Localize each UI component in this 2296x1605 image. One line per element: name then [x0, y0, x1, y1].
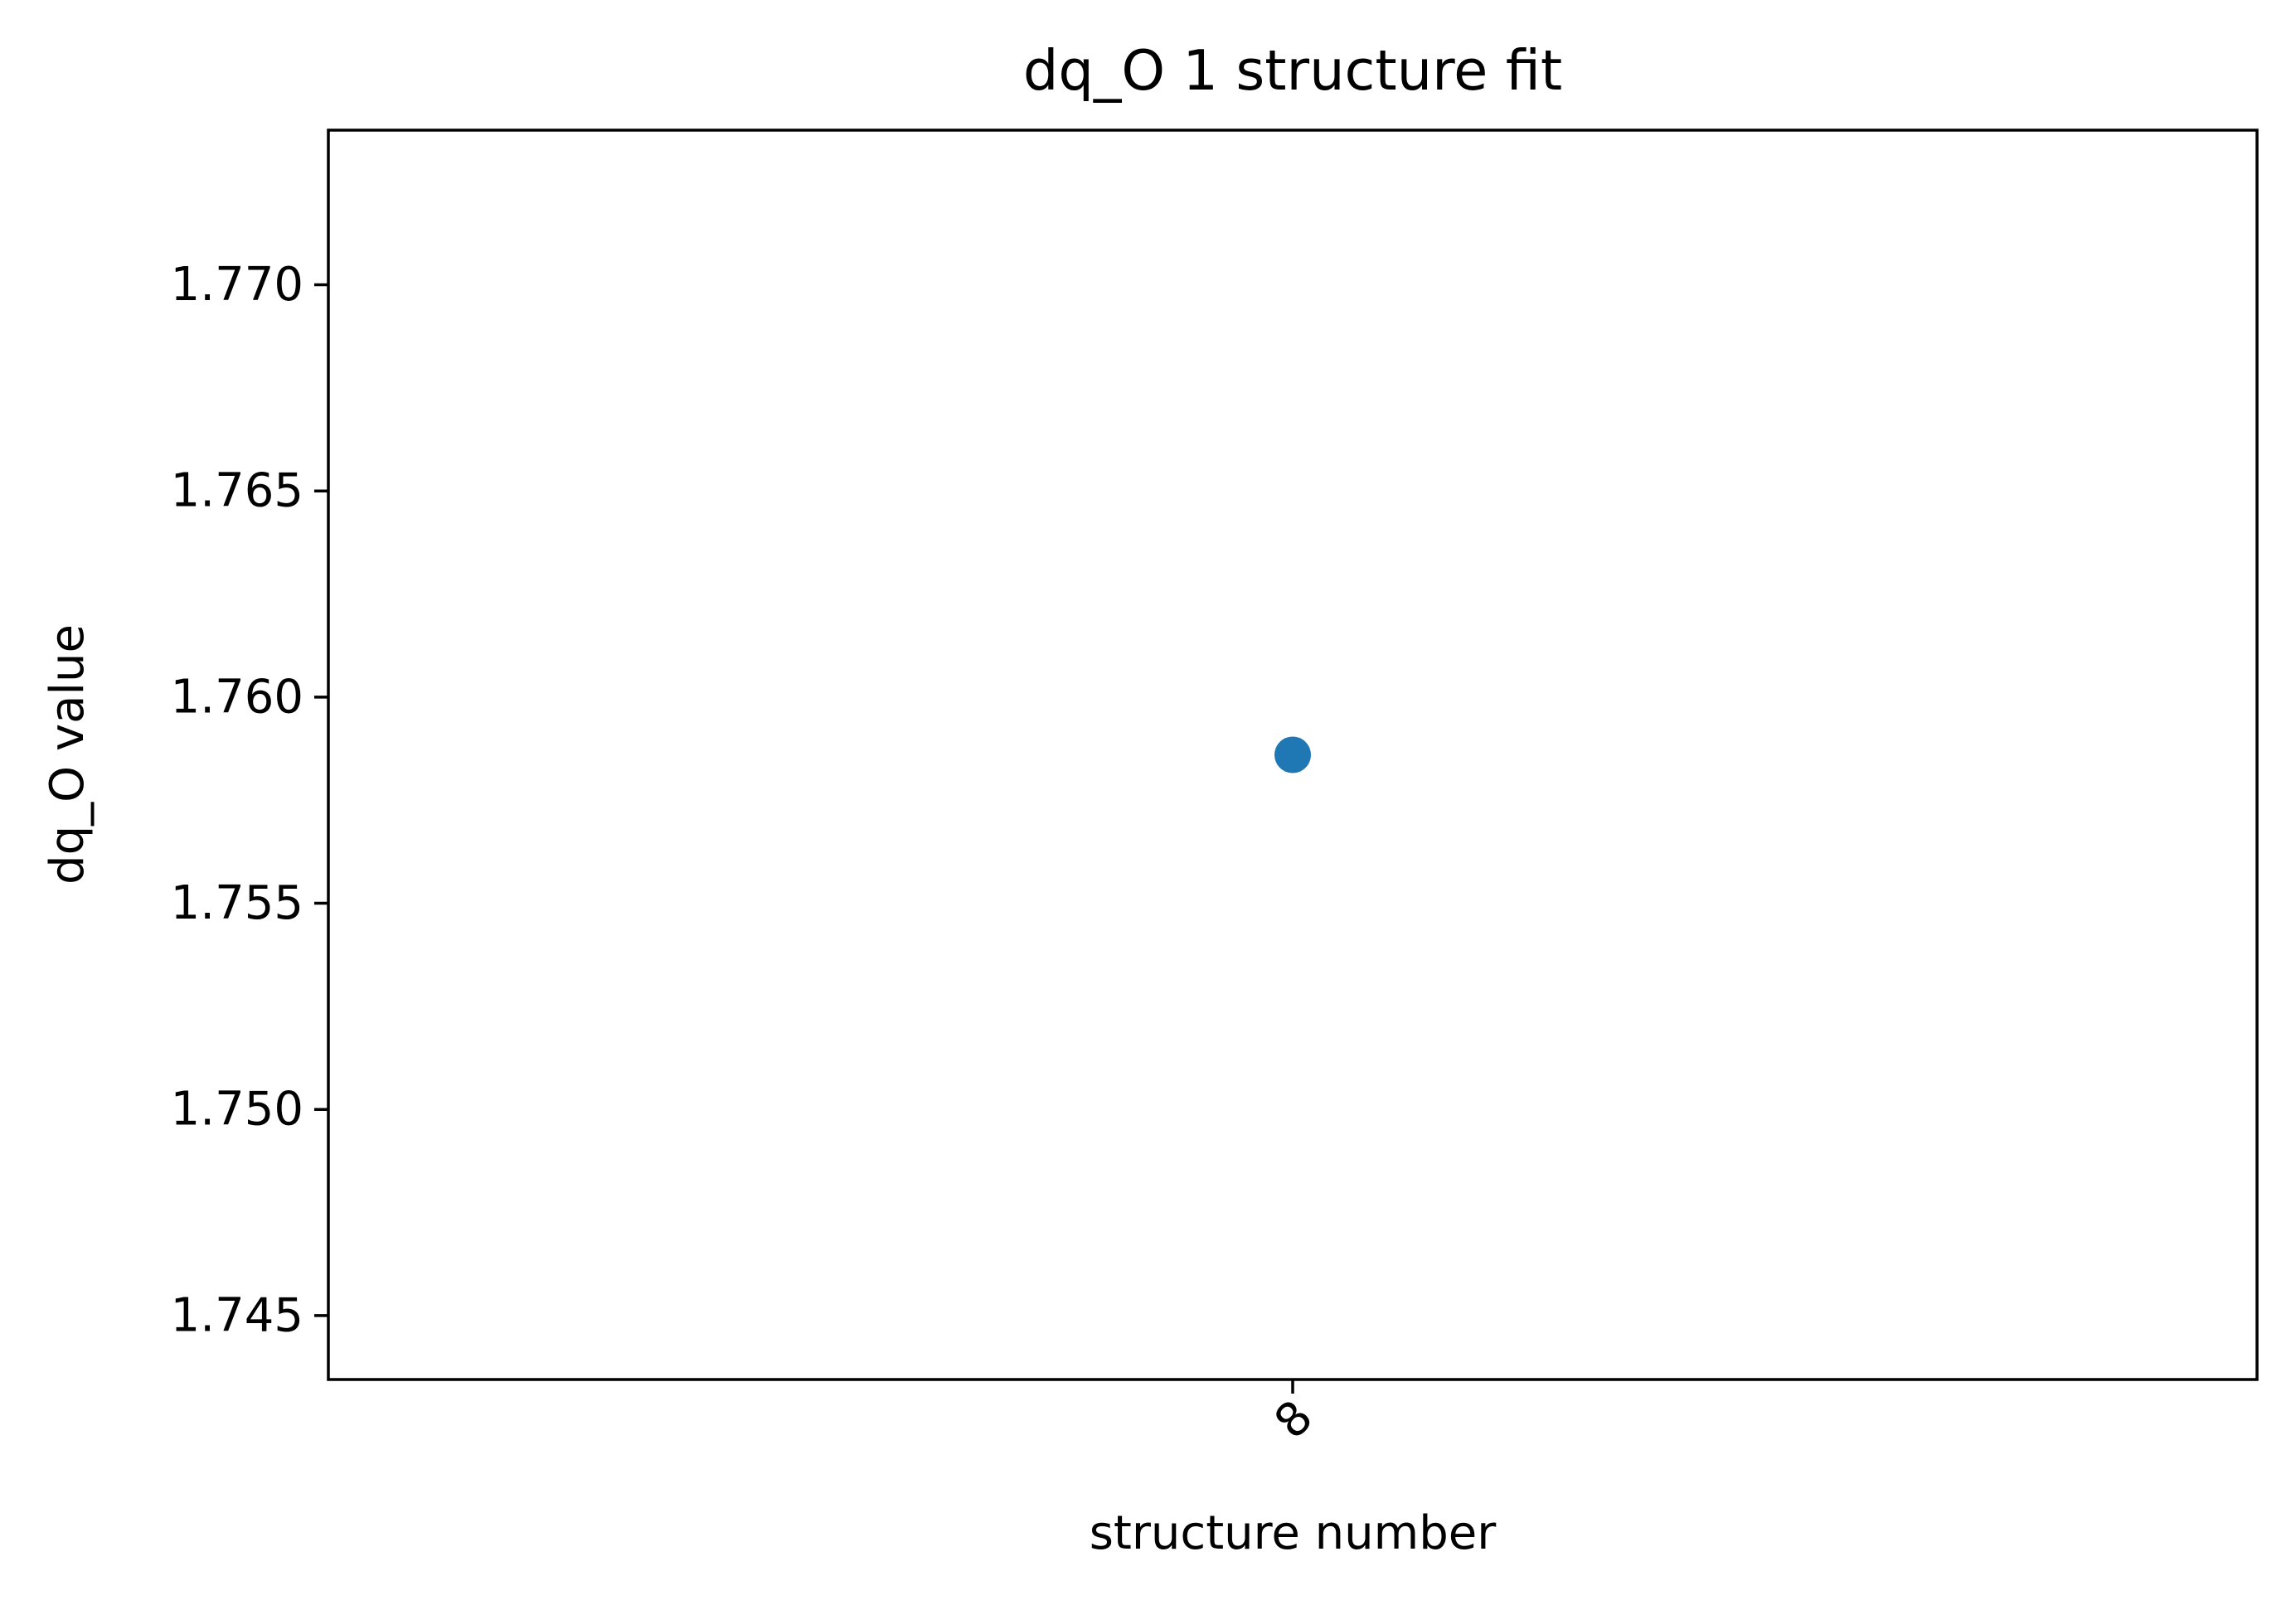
y-tick-label: 1.770 — [171, 258, 303, 312]
y-tick-label: 1.760 — [171, 670, 303, 724]
y-tick-label: 1.750 — [171, 1083, 303, 1137]
y-tick-label: 1.745 — [171, 1288, 303, 1342]
data-point — [1274, 736, 1311, 773]
axes-frame — [327, 128, 2259, 1381]
chart-title: dq_O 1 structure fit — [1023, 38, 1562, 103]
y-tick-label: 1.755 — [171, 876, 303, 930]
y-axis-label: dq_O value — [41, 624, 95, 885]
x-axis-label: structure number — [1090, 1506, 1497, 1560]
y-tick-label: 1.765 — [171, 464, 303, 518]
